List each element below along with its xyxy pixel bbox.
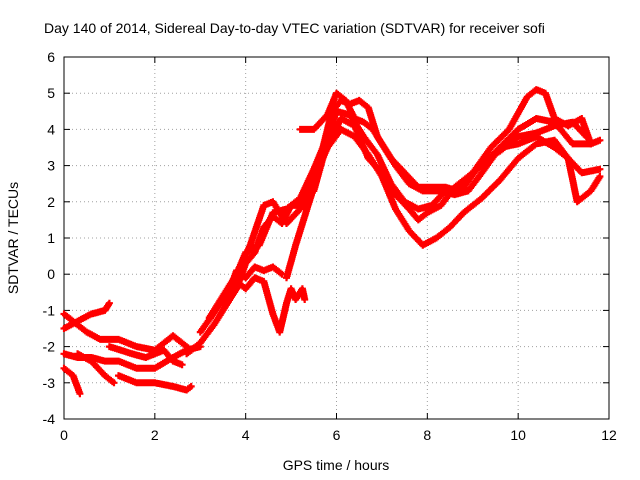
series-s2 bbox=[60, 299, 113, 332]
series-s8 bbox=[183, 115, 604, 358]
y-tick-labels: -4 -3 -2 -1 0 1 2 3 4 5 6 bbox=[43, 49, 56, 427]
y-tick-label: 0 bbox=[47, 266, 55, 282]
series-s14 bbox=[296, 89, 595, 199]
series-markers bbox=[60, 299, 113, 332]
data-series bbox=[60, 86, 604, 398]
series-s4 bbox=[60, 364, 84, 398]
series-markers bbox=[296, 89, 595, 199]
y-tick-label: -1 bbox=[43, 302, 56, 318]
x-tick-label: 6 bbox=[333, 427, 341, 443]
y-tick-label: 3 bbox=[47, 158, 55, 174]
y-axis-label: SDTVAR / TECUs bbox=[5, 182, 21, 294]
y-tick-label: -3 bbox=[43, 375, 56, 391]
x-tick-label: 12 bbox=[601, 427, 617, 443]
x-axis-label: GPS time / hours bbox=[283, 457, 390, 473]
y-tick-label: 5 bbox=[47, 85, 55, 101]
y-tick-label: -4 bbox=[43, 411, 56, 427]
series-s5 bbox=[74, 350, 118, 387]
y-tick-label: 6 bbox=[47, 49, 55, 65]
chart-title: Day 140 of 2014, Sidereal Day-to-day VTE… bbox=[44, 20, 545, 36]
y-tick-label: 2 bbox=[47, 194, 55, 210]
series-s7 bbox=[115, 372, 195, 394]
x-tick-labels: 0 2 4 6 8 10 12 bbox=[60, 427, 617, 443]
x-tick-label: 4 bbox=[242, 427, 250, 443]
y-tick-label: -2 bbox=[43, 339, 56, 355]
series-s6 bbox=[105, 343, 186, 369]
y-tick-label: 4 bbox=[47, 121, 55, 137]
series-markers bbox=[74, 350, 118, 387]
y-tick-label: 1 bbox=[47, 230, 55, 246]
x-tick-label: 0 bbox=[60, 427, 68, 443]
x-tick-label: 8 bbox=[423, 427, 431, 443]
series-s12 bbox=[224, 263, 286, 300]
x-tick-label: 2 bbox=[151, 427, 159, 443]
series-markers bbox=[115, 372, 195, 394]
x-tick-label: 10 bbox=[510, 427, 526, 443]
series-s11 bbox=[233, 274, 309, 336]
series-markers bbox=[105, 343, 186, 369]
series-markers bbox=[183, 115, 604, 358]
series-s13 bbox=[283, 86, 604, 282]
series-markers bbox=[283, 86, 604, 282]
axis-ticks bbox=[63, 56, 610, 420]
series-markers bbox=[233, 274, 309, 336]
series-markers bbox=[224, 263, 286, 300]
series-markers bbox=[60, 364, 84, 398]
